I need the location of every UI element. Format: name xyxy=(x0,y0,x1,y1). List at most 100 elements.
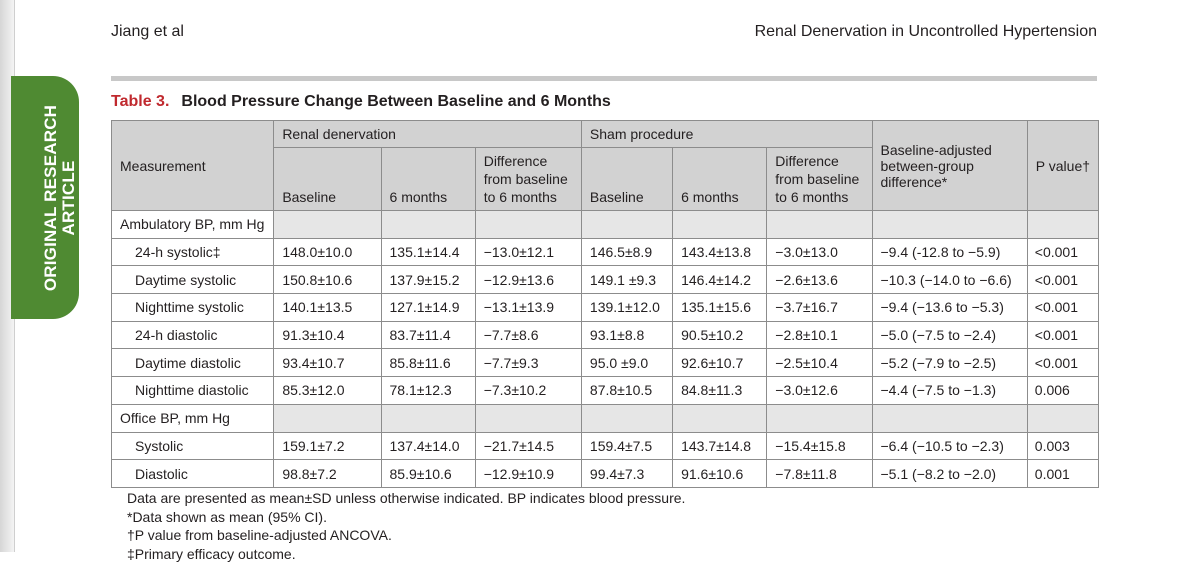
col-header-rdn-6-months: 6 months xyxy=(380,147,476,211)
table-row: Nighttime systolic 140.1±13.5 127.1±14.9 −1… xyxy=(110,293,1100,322)
cell-sham-6-months: 84.8±11.3 xyxy=(672,376,768,405)
col-header-diff-line-3: to 6 months xyxy=(775,189,849,205)
cell-measurement: Daytime diastolic xyxy=(110,348,275,378)
cell-sham-baseline: 99.4±7.3 xyxy=(580,459,674,488)
cell-p-value: <0.001 xyxy=(1026,293,1100,322)
cell-measurement: 24-h diastolic xyxy=(110,320,275,350)
article-type-label: ORIGINAL RESEARCH ARTICLE xyxy=(41,105,78,291)
cell-rdn-6-months: 137.4±14.0 xyxy=(380,431,476,461)
cell-rdn-6-months: 137.9±15.2 xyxy=(380,265,476,295)
cell-p-value: <0.001 xyxy=(1026,237,1100,267)
cell-rdn-difference: −7.7±8.6 xyxy=(474,320,582,350)
section-empty-cell xyxy=(1026,210,1100,239)
col-header-diff-line-2: from baseline xyxy=(775,171,860,187)
cell-sham-baseline: 139.1±12.0 xyxy=(580,293,674,322)
cell-sham-difference: −2.6±13.6 xyxy=(766,265,873,295)
section-empty-cell xyxy=(580,403,674,433)
table-caption: Table 3. Blood Pressure Change Between Ba… xyxy=(111,93,611,111)
col-header-adjusted-line-1: Baseline-adjusted xyxy=(880,141,992,158)
col-header-diff-line-1: Difference xyxy=(483,153,548,169)
cell-adjusted-difference: −10.3 (−14.0 to −6.6) xyxy=(871,265,1028,295)
cell-rdn-difference: −7.7±9.3 xyxy=(474,348,582,378)
col-header-p-value: P value† xyxy=(1026,120,1100,211)
cell-rdn-baseline: 85.3±12.0 xyxy=(273,376,382,405)
running-header-title: Renal Denervation in Uncontrolled Hypert… xyxy=(754,23,1097,40)
table-row: Diastolic 98.8±7.2 85.9±10.6 −12.9±10.9 99.4… xyxy=(110,459,1100,488)
cell-sham-6-months: 90.5±10.2 xyxy=(672,320,768,350)
cell-sham-6-months: 92.6±10.7 xyxy=(672,348,768,378)
cell-measurement: Nighttime diastolic xyxy=(110,376,275,405)
cell-rdn-baseline: 150.8±10.6 xyxy=(273,265,382,295)
cell-rdn-difference: −7.3±10.2 xyxy=(474,376,582,405)
cell-p-value: 0.003 xyxy=(1026,431,1100,461)
cell-rdn-6-months: 127.1±14.9 xyxy=(380,293,476,322)
cell-rdn-baseline: 98.8±7.2 xyxy=(273,459,382,488)
cell-rdn-difference: −13.1±13.9 xyxy=(474,293,582,322)
cell-sham-6-months: 143.7±14.8 xyxy=(672,431,768,461)
section-empty-cell xyxy=(766,210,873,239)
cell-p-value: 0.001 xyxy=(1026,459,1100,488)
section-row: Ambulatory BP, mm Hg xyxy=(110,210,1100,239)
table-row: Systolic 159.1±7.2 137.4±14.0 −21.7±14.5 159… xyxy=(110,431,1100,461)
col-header-adjusted-difference: Baseline-adjusted between-group differen… xyxy=(871,120,1028,211)
section-empty-cell xyxy=(871,210,1028,239)
cell-adjusted-difference: −9.4 (-12.8 to −5.9) xyxy=(871,237,1028,267)
section-label: Ambulatory BP, mm Hg xyxy=(110,210,275,239)
cell-rdn-6-months: 85.9±10.6 xyxy=(380,459,476,488)
table-header-row-groups: Measurement Renal denervation Sham proce… xyxy=(110,120,1100,211)
header-rule xyxy=(111,76,1097,81)
cell-rdn-baseline: 140.1±13.5 xyxy=(273,293,382,322)
cell-rdn-baseline: 148.0±10.0 xyxy=(273,237,382,267)
cell-measurement: 24-h systolic‡ xyxy=(110,237,275,267)
cell-rdn-baseline: 159.1±7.2 xyxy=(273,431,382,461)
col-header-diff-line-3: to 6 months xyxy=(483,189,557,205)
cell-p-value: 0.006 xyxy=(1026,376,1100,405)
section-row: Office BP, mm Hg xyxy=(110,403,1100,433)
col-header-sham-6-months: 6 months xyxy=(672,147,768,211)
section-empty-cell xyxy=(1026,403,1100,433)
cell-sham-difference: −7.8±11.8 xyxy=(766,459,873,488)
cell-adjusted-difference: −6.4 (−10.5 to −2.3) xyxy=(871,431,1028,461)
cell-sham-difference: −3.0±13.0 xyxy=(766,237,873,267)
cell-sham-baseline: 159.4±7.5 xyxy=(580,431,674,461)
section-empty-cell xyxy=(580,210,674,239)
cell-measurement: Daytime systolic xyxy=(110,265,275,295)
section-label: Office BP, mm Hg xyxy=(110,403,275,433)
footnote-ci: *Data shown as mean (95% CI). xyxy=(127,508,327,525)
cell-sham-difference: −2.8±10.1 xyxy=(766,320,873,350)
cell-rdn-6-months: 85.8±11.6 xyxy=(380,348,476,378)
col-header-adjusted-line-2: between-group xyxy=(880,157,974,174)
table-row: Daytime diastolic 93.4±10.7 85.8±11.6 −7.7±… xyxy=(110,348,1100,378)
section-empty-cell xyxy=(766,403,873,433)
col-header-sham-baseline: Baseline xyxy=(580,147,674,211)
section-empty-cell xyxy=(871,403,1028,433)
section-empty-cell xyxy=(474,403,582,433)
cell-adjusted-difference: −5.0 (−7.5 to −2.4) xyxy=(871,320,1028,350)
cell-measurement: Diastolic xyxy=(110,459,275,488)
cell-sham-baseline: 149.1 ±9.3 xyxy=(580,265,674,295)
cell-sham-difference: −3.0±12.6 xyxy=(766,376,873,405)
cell-sham-baseline: 146.5±8.9 xyxy=(580,237,674,267)
footnote-p-value: †P value from baseline-adjusted ANCOVA. xyxy=(127,527,392,544)
cell-sham-6-months: 135.1±15.6 xyxy=(672,293,768,322)
cell-sham-difference: −15.4±15.8 xyxy=(766,431,873,461)
table-row: Nighttime diastolic 85.3±12.0 78.1±12.3 −7.… xyxy=(110,376,1100,405)
cell-rdn-difference: −13.0±12.1 xyxy=(474,237,582,267)
col-header-measurement: Measurement xyxy=(110,120,275,211)
cell-rdn-difference: −21.7±14.5 xyxy=(474,431,582,461)
cell-p-value: <0.001 xyxy=(1026,348,1100,378)
cell-rdn-6-months: 83.7±11.4 xyxy=(380,320,476,350)
article-type-line-2: ARTICLE xyxy=(59,160,78,236)
table-title: Blood Pressure Change Between Baseline a… xyxy=(181,93,611,110)
cell-p-value: <0.001 xyxy=(1026,265,1100,295)
col-header-sham-difference: Difference from baseline to 6 months xyxy=(766,147,873,211)
table-header-row-columns: Baseline 6 months Difference from baseli… xyxy=(112,147,1099,211)
cell-sham-baseline: 95.0 ±9.0 xyxy=(580,348,674,378)
table-row: 24-h diastolic 91.3±10.4 83.7±11.4 −7.7±8.6… xyxy=(110,320,1100,350)
cell-adjusted-difference: −4.4 (−7.5 to −1.3) xyxy=(871,376,1028,405)
table-row: Daytime systolic 150.8±10.6 137.9±15.2 −12.… xyxy=(110,265,1100,295)
footnote-general: Data are presented as mean±SD unless oth… xyxy=(127,490,686,506)
section-empty-cell xyxy=(474,210,582,239)
cell-sham-6-months: 91.6±10.6 xyxy=(672,459,768,488)
col-header-rdn-difference: Difference from baseline to 6 months xyxy=(474,147,582,211)
